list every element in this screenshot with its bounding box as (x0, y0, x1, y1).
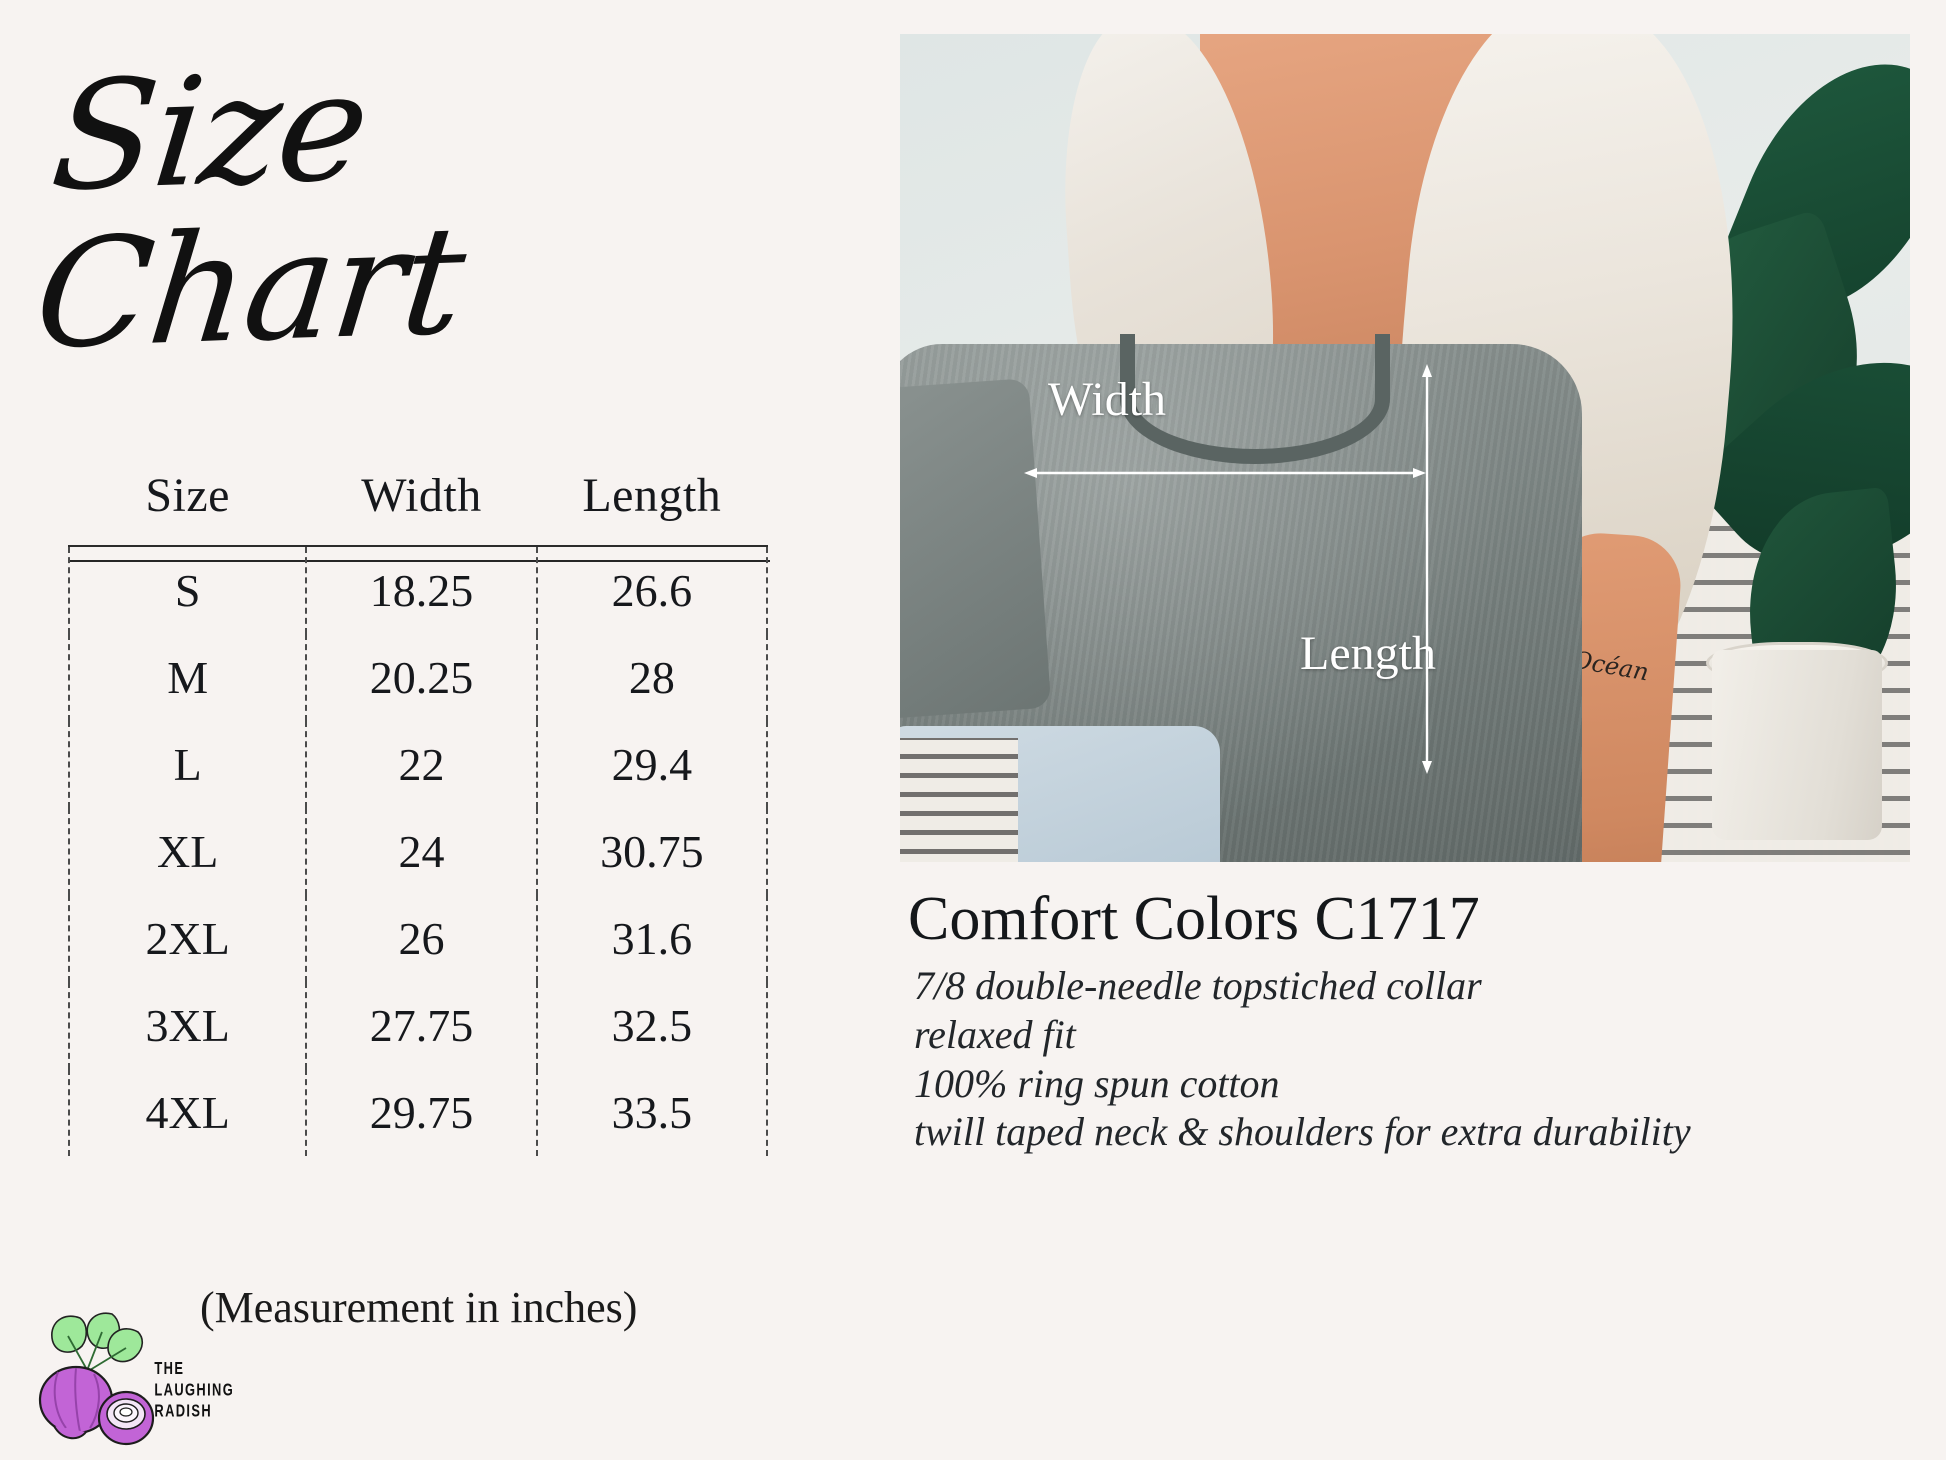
cell-length: 29.4 (536, 721, 769, 808)
feature-item: relaxed fit (914, 1011, 1076, 1057)
cell-length: 33.5 (536, 1069, 769, 1156)
table-row: XL 24 30.75 (67, 808, 769, 895)
photo-planter (1712, 650, 1882, 840)
logo-line-3: RADISH (154, 1402, 212, 1421)
cell-width: 26 (306, 895, 538, 982)
table-row: 2XL 26 31.6 (67, 895, 769, 982)
cell-length: 32.5 (536, 982, 769, 1069)
table-row: 4XL 29.75 33.5 (67, 1069, 769, 1156)
cell-width: 18.25 (306, 546, 538, 634)
logo-line-2: LAUGHING (154, 1380, 234, 1399)
width-annotation-label: Width (1048, 373, 1167, 426)
feature-item: 7/8 double-needle topstiched collar (914, 963, 1482, 1008)
photo-blanket (900, 738, 1018, 862)
column-header-width: Width (361, 469, 482, 522)
cell-size: 2XL (67, 895, 308, 982)
size-table-head: Size Width Length (69, 468, 767, 546)
column-header-size: Size (145, 469, 230, 522)
right-panel: Océan Width Length Comfort Colors C1717 (900, 0, 1946, 1460)
table-header-row: Size Width Length (69, 468, 767, 546)
product-features-list: 7/8 double-needle topstiched collar rela… (914, 962, 1934, 1157)
size-table-wrapper: Size Width Length S 18.25 26.6 M 20.25 2… (67, 468, 828, 1156)
table-row: S 18.25 26.6 (67, 546, 769, 634)
cell-size: S (67, 546, 308, 634)
table-row: M 20.25 28 (67, 634, 769, 721)
left-panel: Size Chart Size Width Length S 1 (0, 0, 900, 1460)
size-table-body: S 18.25 26.6 M 20.25 28 L 22 29.4 (67, 546, 769, 1156)
cell-length: 26.6 (536, 546, 769, 634)
cell-width: 27.75 (306, 982, 538, 1069)
cell-width: 20.25 (306, 634, 538, 721)
cell-size: 4XL (67, 1069, 308, 1156)
cell-size: 3XL (67, 982, 308, 1069)
product-title: Comfort Colors C1717 (908, 885, 1480, 953)
column-header-length: Length (582, 469, 722, 522)
product-photo: Océan Width Length (900, 34, 1910, 862)
length-annotation-label: Length (1300, 627, 1436, 680)
page-title: Size Chart (27, 40, 471, 383)
cell-length: 30.75 (536, 808, 769, 895)
cell-width: 29.75 (306, 1069, 538, 1156)
measurement-note: (Measurement in inches) (200, 1283, 638, 1332)
logo-line-1: THE (154, 1359, 184, 1378)
cell-width: 22 (306, 721, 538, 808)
radish-logo-icon: THE LAUGHING RADISH (38, 1312, 234, 1446)
cell-size: M (67, 634, 308, 721)
cell-size: L (67, 721, 308, 808)
table-row: L 22 29.4 (67, 721, 769, 808)
cell-length: 31.6 (536, 895, 769, 982)
photo-tshirt-sleeve (900, 378, 1052, 720)
table-row: 3XL 27.75 32.5 (67, 982, 769, 1069)
feature-item: twill taped neck & shoulders for extra d… (914, 1109, 1691, 1155)
length-arrow-icon (1422, 364, 1432, 774)
feature-item: 100% ring spun cotton (914, 1060, 1280, 1106)
cell-width: 24 (306, 808, 538, 895)
width-arrow-icon (1024, 468, 1426, 478)
cell-length: 28 (536, 634, 769, 721)
brand-logo: THE LAUGHING RADISH (34, 1308, 234, 1448)
size-table: Size Width Length S 18.25 26.6 M 20.25 2… (67, 468, 769, 1156)
cell-size: XL (67, 808, 308, 895)
